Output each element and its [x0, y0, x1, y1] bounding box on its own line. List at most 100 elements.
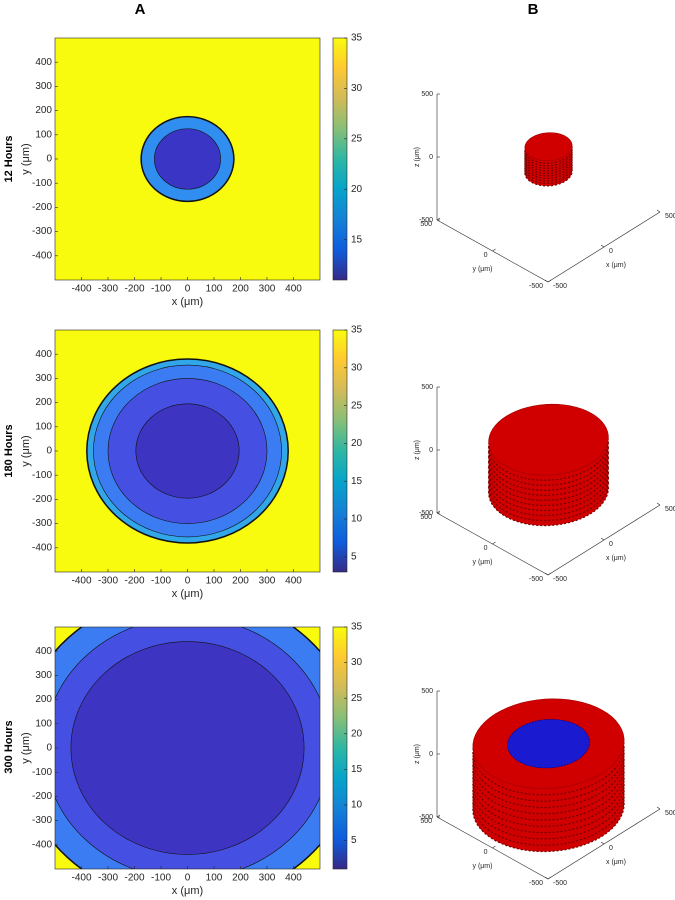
- plot-area: [55, 330, 320, 572]
- y-tick-label: 0: [46, 743, 52, 754]
- y-tick-label: -400: [32, 250, 52, 261]
- y-tick-label: -300: [32, 815, 52, 826]
- y-axis-label: y (μm): [473, 863, 493, 870]
- row-label: 300 Hours: [3, 720, 15, 773]
- colorbar-tick-label: 20: [351, 438, 363, 449]
- y-axis-label: y (μm): [20, 732, 32, 763]
- row-label: 180 Hours: [3, 424, 15, 477]
- y-tick-label: 0: [46, 154, 52, 165]
- y-tick-label: -300: [32, 226, 52, 237]
- plot-area: [55, 38, 320, 280]
- y-axis-label: y (μm): [473, 559, 493, 566]
- colorbar-tick-label: 25: [351, 400, 363, 411]
- colorbar-tick-label: 15: [351, 476, 363, 487]
- z-tick-label: 0: [429, 751, 433, 758]
- plot-area: [55, 627, 320, 869]
- colorbar-tick-label: 10: [351, 514, 363, 525]
- z-axis-label: z (μm): [414, 147, 421, 167]
- z-tick-label: 500: [421, 91, 433, 98]
- x-tick-label: -300: [98, 284, 118, 295]
- x-axis-label: x (μm): [172, 296, 203, 308]
- y-axis-label: y (μm): [473, 266, 493, 273]
- x-axis-label: x (μm): [606, 262, 626, 269]
- colorbar-tick-label: 35: [351, 33, 363, 44]
- x-tick-label: 400: [285, 284, 302, 295]
- x-tick-label: -500: [553, 576, 567, 583]
- colorbar-tick-label: 30: [351, 362, 363, 373]
- x-tick-label: 100: [206, 576, 223, 587]
- colorbar: [332, 329, 348, 573]
- x-tick-label: 500: [665, 810, 675, 817]
- x-tick-label: 0: [609, 541, 613, 548]
- x-tick: [600, 244, 605, 248]
- surface: [524, 132, 573, 187]
- x-tick-label: 300: [259, 576, 276, 587]
- y-tick-label: -500: [529, 880, 543, 887]
- y-tick-label: 400: [35, 646, 52, 657]
- colorbar-tick-label: 20: [351, 728, 363, 739]
- x-tick-label: 200: [232, 576, 249, 587]
- y-tick-label: -100: [32, 767, 52, 778]
- y-tick: [436, 814, 441, 818]
- x-axis-label: x (μm): [606, 555, 626, 562]
- colorbar-tick-label: 20: [351, 184, 363, 195]
- x-tick: [544, 876, 549, 880]
- x-tick-label: 100: [206, 873, 223, 884]
- x-tick-label: -400: [71, 284, 91, 295]
- colorbar: [332, 37, 348, 281]
- x-tick-label: -200: [124, 873, 144, 884]
- x-tick: [600, 841, 605, 845]
- y-tick: [492, 541, 496, 545]
- column-header: A: [135, 1, 146, 18]
- z-tick-label: 0: [429, 154, 433, 161]
- colorbar-tick-label: 5: [351, 835, 357, 846]
- y-tick-label: -200: [32, 494, 52, 505]
- y-tick-label: -300: [32, 518, 52, 529]
- x-tick-label: 300: [259, 873, 276, 884]
- surface-layer: [524, 132, 573, 162]
- colorbar-tick-label: 25: [351, 693, 363, 704]
- colorbar-tick-label: 35: [351, 622, 363, 633]
- x-tick-label: -500: [553, 880, 567, 887]
- y-tick-label: 500: [420, 818, 432, 825]
- y-tick-label: 400: [35, 57, 52, 68]
- x-tick: [656, 209, 661, 213]
- z-tick-label: 0: [429, 447, 433, 454]
- x-tick-label: 400: [285, 576, 302, 587]
- y-tick-label: 0: [46, 446, 52, 457]
- x-tick: [656, 502, 661, 506]
- y-tick: [436, 217, 441, 221]
- colorbar-tick-label: 15: [351, 234, 363, 245]
- y-tick-label: -100: [32, 178, 52, 189]
- x-tick-label: -100: [151, 873, 171, 884]
- y-tick-label: 300: [35, 670, 52, 681]
- y-tick-label: -100: [32, 470, 52, 481]
- row-label: 12 Hours: [3, 135, 15, 182]
- colorbar-tick-label: 30: [351, 657, 363, 668]
- y-tick: [492, 248, 496, 252]
- contour-region: [70, 641, 305, 855]
- x-tick-label: -100: [151, 576, 171, 587]
- column-header: B: [528, 1, 539, 18]
- z-tick-label: -500: [419, 217, 433, 224]
- y-tick: [492, 845, 496, 849]
- y-tick-label: -500: [529, 576, 543, 583]
- x-axis-label: x (μm): [172, 588, 203, 600]
- y-tick-label: 100: [35, 129, 52, 140]
- z-axis-label: z (μm): [414, 440, 421, 460]
- colorbar-tick-label: 5: [351, 552, 357, 563]
- surface: [488, 403, 609, 527]
- x-tick-label: -200: [124, 284, 144, 295]
- colorbar: [332, 626, 348, 870]
- y-axis-label: y (μm): [20, 143, 32, 174]
- y-tick-label: 500: [420, 514, 432, 521]
- z-tick-label: 500: [421, 384, 433, 391]
- z-tick-label: 500: [421, 688, 433, 695]
- x-tick-label: -300: [98, 873, 118, 884]
- x-tick-label: 200: [232, 873, 249, 884]
- x-tick-label: 400: [285, 873, 302, 884]
- y-tick-label: 200: [35, 694, 52, 705]
- colorbar-tick-label: 35: [351, 325, 363, 336]
- x-tick-label: -100: [151, 284, 171, 295]
